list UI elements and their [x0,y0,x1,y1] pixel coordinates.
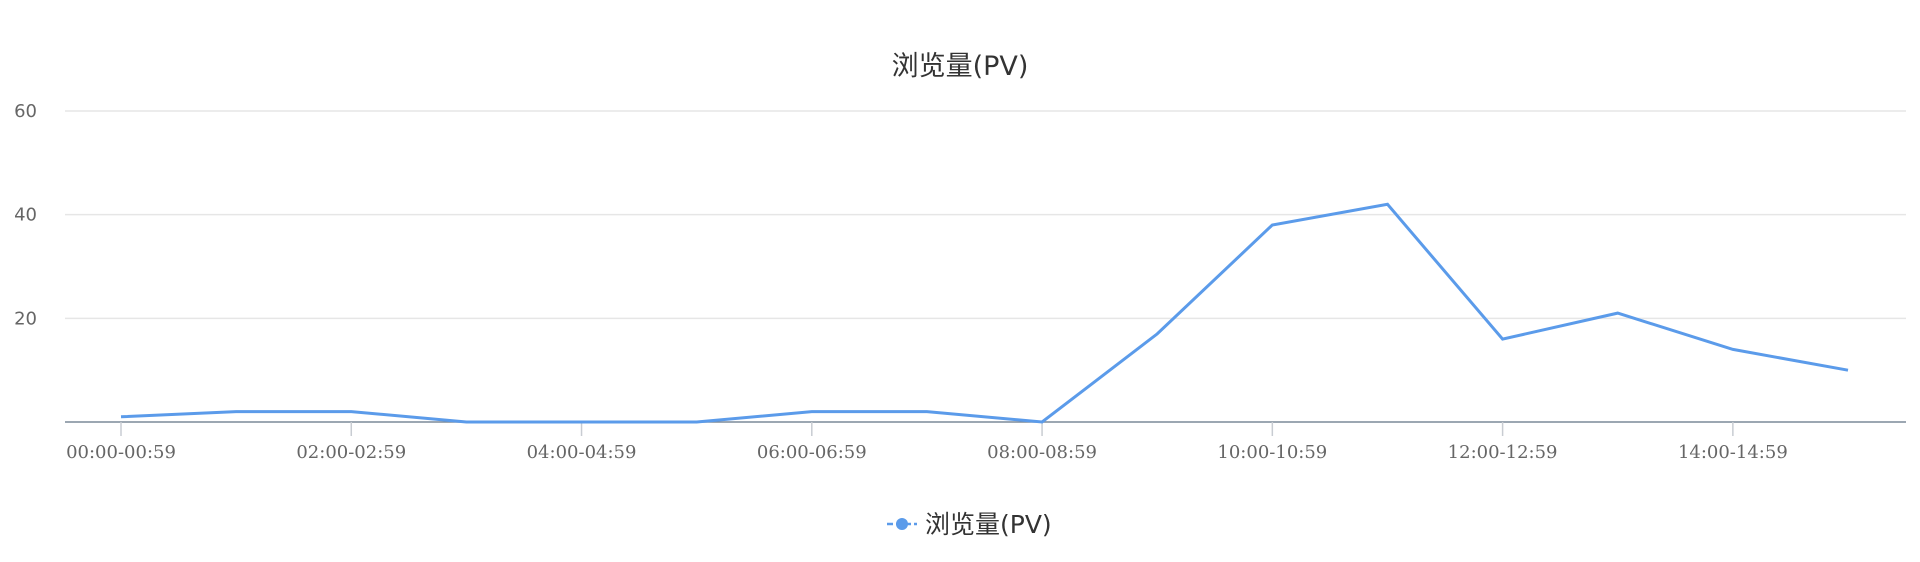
x-tick-label: 10:00-10:59 [1217,442,1327,463]
legend-marker-icon [896,518,908,530]
legend[interactable]: 浏览量(PV) [887,510,1052,539]
x-tick-label: 12:00-12:59 [1448,442,1558,463]
y-axis: 20 40 60 [14,101,37,329]
x-tick-label: 14:00-14:59 [1678,442,1788,463]
x-tick-label: 06:00-06:59 [757,442,867,463]
x-tick-label: 08:00-08:59 [987,442,1097,463]
y-tick-label: 40 [14,205,37,226]
series-layer [120,202,1849,424]
legend-label[interactable]: 浏览量(PV) [925,510,1052,539]
x-axis: 00:00-00:59 02:00-02:59 04:00-04:59 06:00-0… [65,421,1906,463]
x-tick-label: 04:00-04:59 [527,442,637,463]
x-tick-label: 02:00-02:59 [296,442,406,463]
grid-lines [65,110,1906,320]
x-tick-label: 00:00-00:59 [66,442,176,463]
y-tick-label: 20 [14,308,37,329]
series-line[interactable] [120,202,1849,424]
y-tick-label: 60 [14,101,37,122]
chart-title: 浏览量(PV) [892,51,1029,82]
